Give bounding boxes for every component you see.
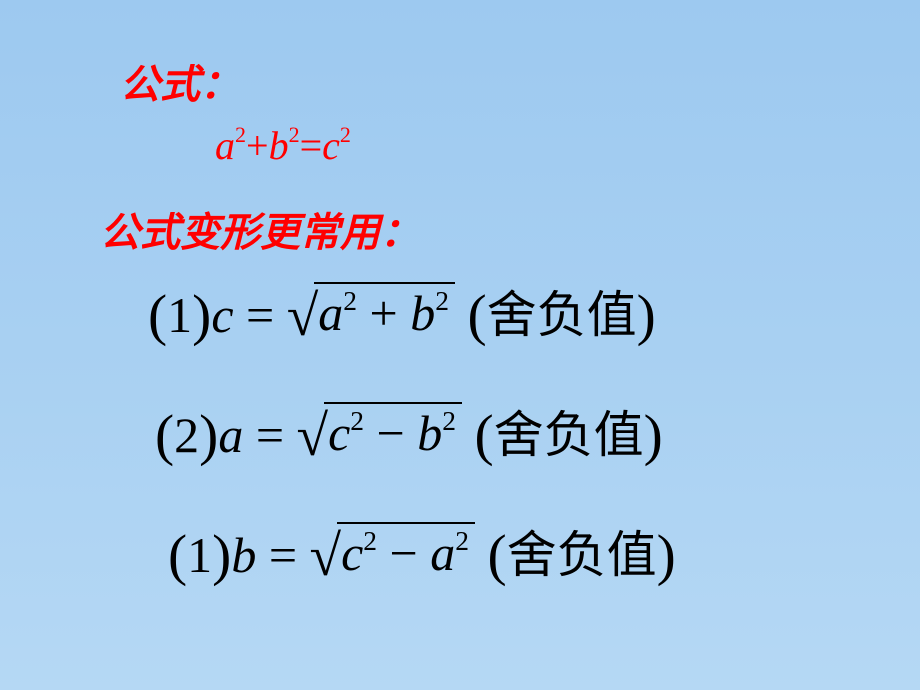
op-eq: = (256, 407, 284, 463)
paren-open: ( (148, 284, 167, 347)
radicand: c2 − b2 (324, 402, 462, 462)
equation-2: (2)a = √c2 − b2 (舍负值) (155, 395, 663, 467)
op: − (377, 405, 405, 461)
var-t1: c (328, 405, 350, 461)
paren-close: ) (644, 404, 663, 467)
eq-number: 2 (174, 407, 199, 463)
sqrt-expression: √a2 + b2 (287, 281, 455, 346)
exp: 2 (435, 285, 449, 316)
paren-close: ) (199, 404, 218, 467)
note-text: 舍负值 (507, 527, 657, 583)
section-title-variants: 公式变形更常用： (100, 200, 420, 258)
sqrt-expression: √c2 − b2 (297, 401, 462, 466)
var-lhs: a (218, 407, 243, 463)
op-eq: = (269, 527, 297, 583)
op-eq: = (246, 287, 274, 343)
sqrt-expression: √c2 − a2 (310, 521, 475, 586)
section-title-formula: 公式： (120, 52, 240, 110)
op-eq: = (300, 123, 323, 168)
exp-2: 2 (235, 122, 246, 147)
paren-close: ) (637, 284, 656, 347)
paren-open: ( (168, 524, 187, 587)
var-t1: a (318, 285, 343, 341)
exp: 2 (363, 525, 377, 556)
var-c: c (322, 123, 340, 168)
var-t2: b (410, 285, 435, 341)
equation-3: (1)b = √c2 − a2 (舍负值) (168, 515, 676, 587)
exp: 2 (455, 525, 469, 556)
op: − (390, 525, 418, 581)
exp: 2 (442, 405, 456, 436)
pythagorean-formula: a2+b2=c2 (215, 122, 351, 169)
note-text: 舍负值 (494, 407, 644, 463)
radicand: c2 − a2 (337, 522, 475, 582)
paren-close: ) (657, 524, 676, 587)
paren-open: ( (155, 404, 174, 467)
var-lhs: c (211, 287, 233, 343)
paren-close: ) (192, 284, 211, 347)
var-a: a (215, 123, 235, 168)
equation-1: (1)c = √a2 + b2 (舍负值) (148, 275, 656, 347)
exp: 2 (350, 405, 364, 436)
exp: 2 (343, 285, 357, 316)
op-plus: + (246, 123, 269, 168)
exp-2: 2 (289, 122, 300, 147)
note-text: 舍负值 (487, 287, 637, 343)
exp-2: 2 (340, 122, 351, 147)
paren-close: ) (212, 524, 231, 587)
var-lhs: b (231, 527, 256, 583)
eq-number: 1 (167, 287, 192, 343)
op: + (370, 285, 398, 341)
eq-number: 1 (187, 527, 212, 583)
paren-open: ( (487, 524, 506, 587)
paren-open: ( (474, 404, 493, 467)
var-t1: c (341, 525, 363, 581)
var-b: b (269, 123, 289, 168)
paren-open: ( (467, 284, 486, 347)
var-t2: b (417, 405, 442, 461)
radicand: a2 + b2 (314, 282, 455, 342)
var-t2: a (430, 525, 455, 581)
